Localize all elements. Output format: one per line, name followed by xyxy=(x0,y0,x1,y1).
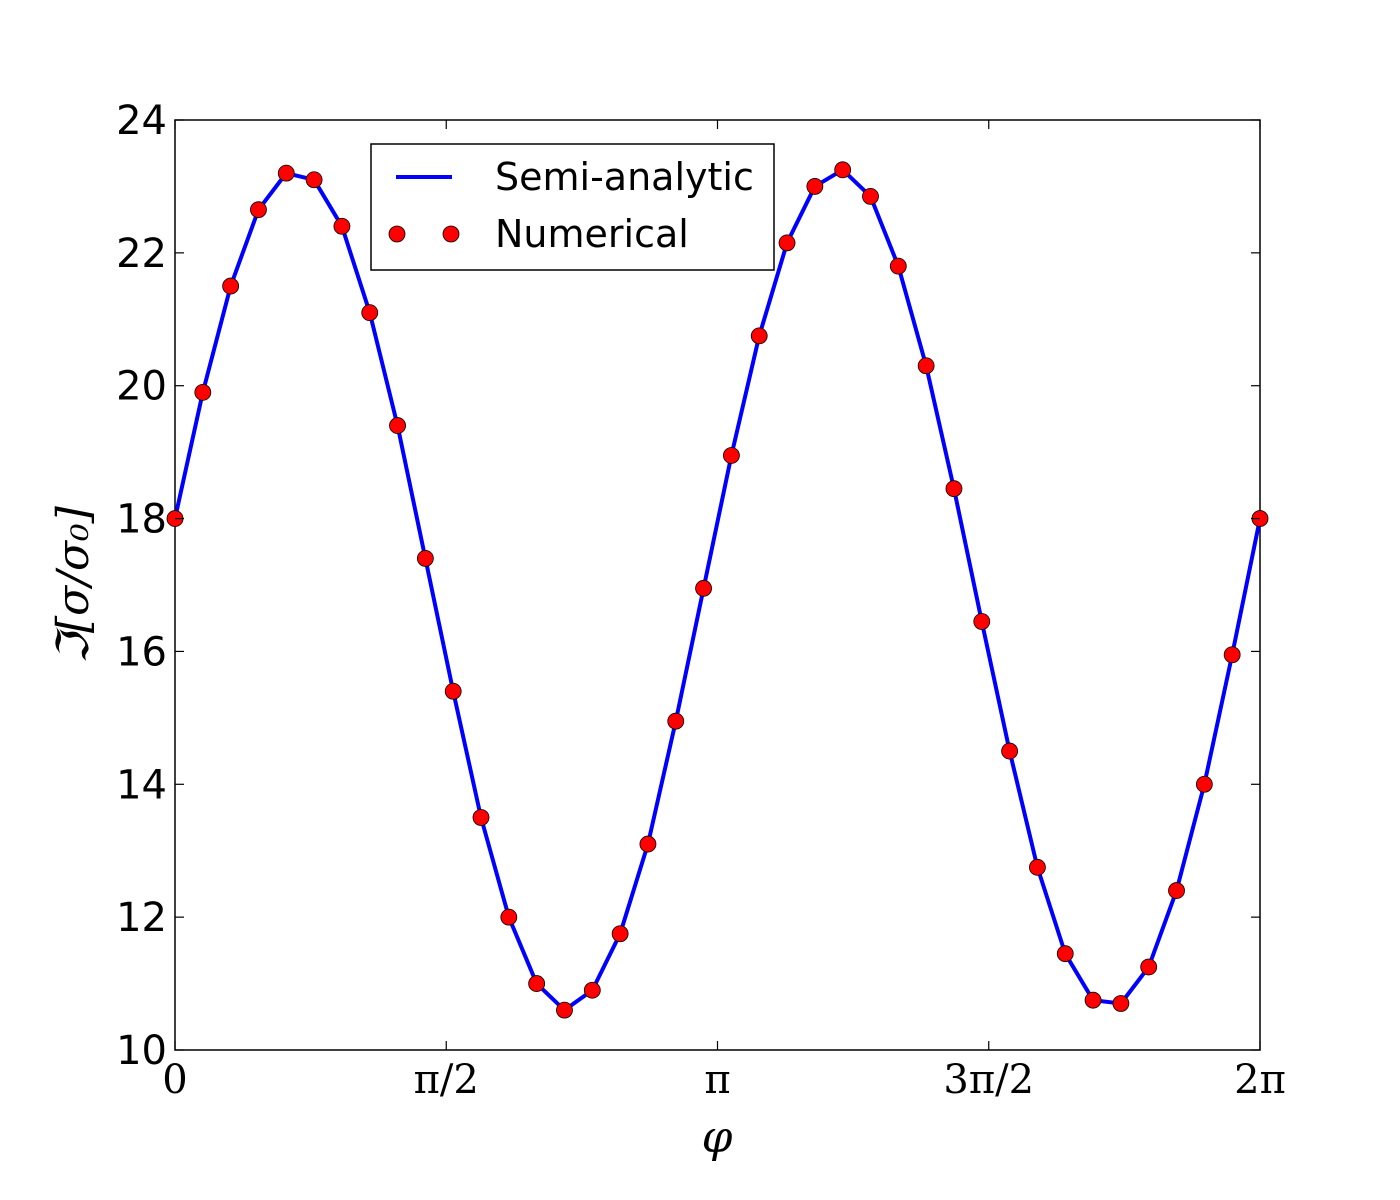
data-point-numerical xyxy=(639,835,657,853)
x-axis-title: φ xyxy=(702,1112,733,1163)
data-point-numerical xyxy=(500,908,518,926)
data-point-numerical xyxy=(862,187,879,205)
plot-area: 10 12 14 16 18 20 22 24 0 π/2 π 3π/2 2π xyxy=(116,98,1286,1103)
data-point-numerical xyxy=(194,383,212,401)
y-tick-label: 16 xyxy=(116,629,167,675)
data-point-numerical xyxy=(528,975,546,992)
data-point-numerical xyxy=(945,480,963,498)
data-point-numerical xyxy=(695,579,712,597)
legend-marker-swatch-1 xyxy=(388,225,406,243)
data-point-numerical xyxy=(250,201,267,219)
x-tick-label: 0 xyxy=(162,1057,187,1103)
legend-marker-swatch-2 xyxy=(442,225,460,243)
y-tick-label: 22 xyxy=(116,231,167,277)
data-point-numerical xyxy=(889,257,907,275)
data-point-numerical xyxy=(611,925,629,943)
data-point-numerical xyxy=(361,304,379,322)
legend-label-numerical: Numerical xyxy=(495,212,689,256)
y-axis-title: ℑ[σ/σ₀] xyxy=(48,505,99,663)
data-point-numerical xyxy=(389,417,406,434)
data-point-numerical xyxy=(1001,742,1019,760)
data-point-numerical xyxy=(222,277,240,295)
data-point-numerical xyxy=(667,712,685,730)
data-point-numerical xyxy=(556,1001,573,1019)
ticks-layer: 10 12 14 16 18 20 22 24 0 π/2 π 3π/2 2π xyxy=(116,98,1286,1103)
data-point-numerical xyxy=(778,234,796,252)
y-tick-label: 14 xyxy=(116,762,167,808)
data-point-numerical xyxy=(1168,882,1185,899)
y-tick-label: 18 xyxy=(116,497,167,543)
legend-box xyxy=(370,143,775,271)
series-layer xyxy=(166,161,1269,1019)
legend: Semi-analytic Numerical xyxy=(370,143,775,271)
x-tick-label: 3π/2 xyxy=(943,1057,1034,1103)
data-point-numerical xyxy=(333,217,351,235)
data-point-numerical xyxy=(723,447,740,464)
data-point-numerical xyxy=(806,178,824,195)
y-tick-label: 10 xyxy=(116,1028,167,1074)
data-point-numerical xyxy=(917,357,935,375)
data-point-numerical xyxy=(472,809,490,826)
x-tick-label: π/2 xyxy=(414,1057,479,1103)
data-point-numerical xyxy=(973,613,991,630)
data-point-numerical xyxy=(1223,646,1241,664)
y-tick-label: 12 xyxy=(116,895,167,941)
x-tick-label: π xyxy=(704,1057,730,1103)
data-point-numerical xyxy=(277,164,295,182)
data-point-numerical xyxy=(1195,775,1213,793)
legend-label-semi-analytic: Semi-analytic xyxy=(495,155,754,199)
data-point-numerical xyxy=(583,981,601,999)
data-point-numerical xyxy=(305,171,323,189)
data-point-numerical xyxy=(1140,958,1158,976)
data-point-numerical xyxy=(750,327,768,345)
x-tick-label: 2π xyxy=(1234,1057,1286,1103)
data-point-numerical xyxy=(1084,991,1102,1009)
data-point-numerical xyxy=(1112,995,1130,1012)
data-point-numerical xyxy=(416,550,434,567)
data-point-numerical xyxy=(444,682,462,700)
data-point-numerical xyxy=(834,161,852,179)
data-point-numerical xyxy=(1056,945,1074,963)
y-tick-label: 24 xyxy=(116,98,167,144)
series-line-semi-analytic xyxy=(173,167,1262,1013)
data-point-numerical xyxy=(1029,858,1046,876)
y-tick-label: 20 xyxy=(116,364,167,410)
